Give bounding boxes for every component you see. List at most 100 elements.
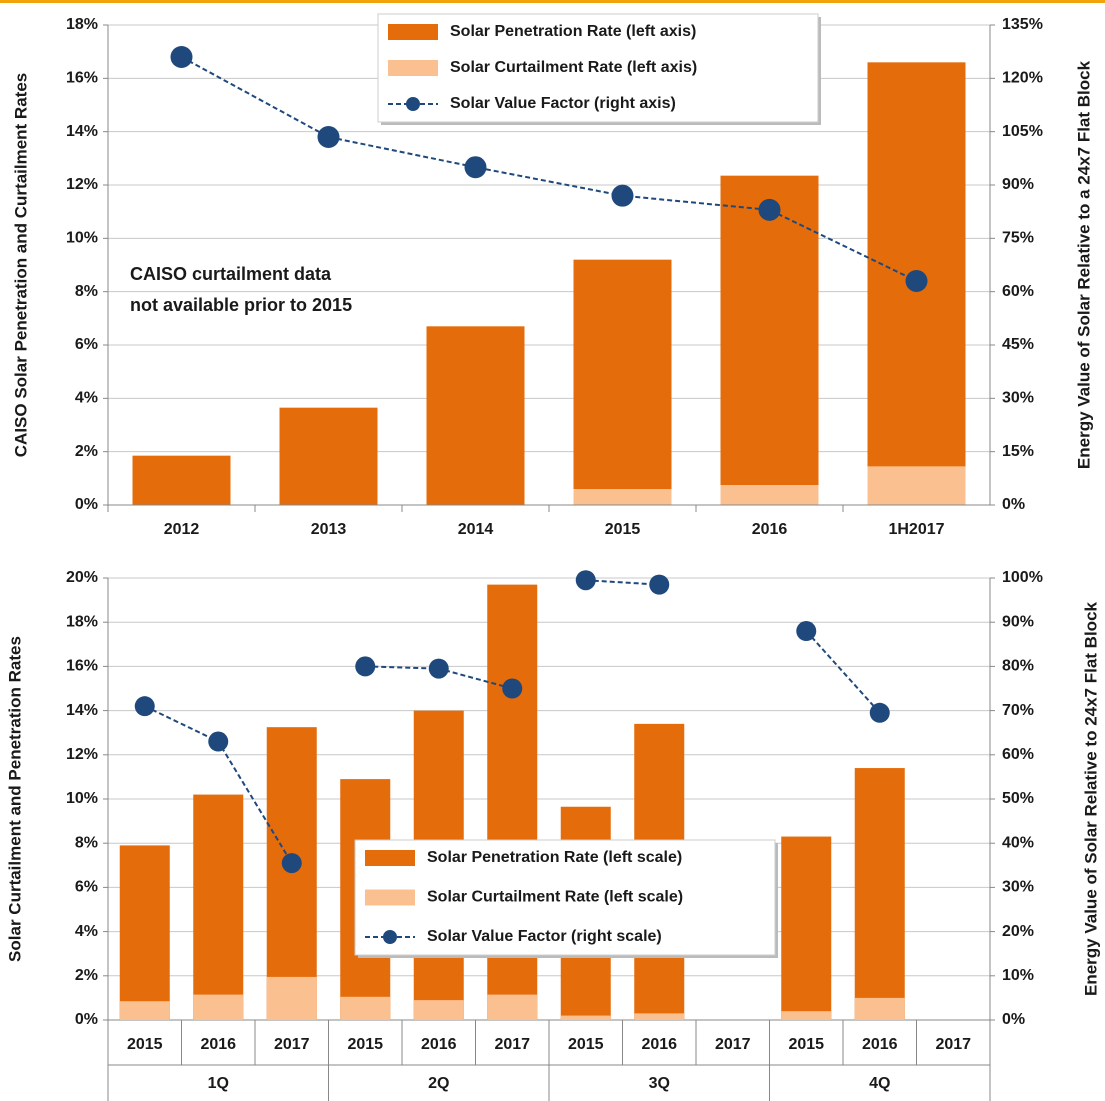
x-tick-label: 2017 <box>715 1036 751 1053</box>
y-tick-label: 4% <box>75 923 98 940</box>
y-tick-label: 10% <box>66 790 98 807</box>
bar <box>634 1013 685 1020</box>
bar <box>266 727 317 1020</box>
y-tick-label: 10% <box>66 230 98 247</box>
value-dot <box>464 156 487 179</box>
value-dot <box>134 696 155 717</box>
bar <box>193 994 244 1020</box>
legend-swatch <box>388 60 438 76</box>
x-tick-label: 2016 <box>752 521 788 538</box>
group-label: 4Q <box>869 1075 890 1092</box>
value-line <box>181 56 917 282</box>
value-line <box>585 579 660 586</box>
group-label: 3Q <box>649 1075 670 1092</box>
bar <box>193 794 244 1020</box>
legend-swatch <box>365 850 415 866</box>
legend-label: Solar Value Factor (right axis) <box>450 95 676 112</box>
bar <box>781 836 832 1020</box>
x-tick-label: 2014 <box>458 521 494 538</box>
y-tick-label: 8% <box>75 834 98 851</box>
annotation: CAISO curtailment data <box>130 264 332 284</box>
y-tick-label: 18% <box>66 613 98 630</box>
value-dot <box>796 621 817 642</box>
top-rule <box>0 0 1105 3</box>
value-dot <box>611 184 634 207</box>
y2-axis-title: Energy Value of Solar Relative to a 24x7… <box>1074 60 1093 469</box>
bar <box>119 845 170 1020</box>
bar <box>867 466 966 505</box>
bar <box>781 1011 832 1020</box>
legend-swatch <box>388 24 438 40</box>
bar <box>560 1015 611 1020</box>
value-dot <box>355 656 376 677</box>
bar <box>119 1001 170 1020</box>
bar <box>340 996 391 1020</box>
x-tick-label: 1H2017 <box>888 521 944 538</box>
x-tick-label: 2017 <box>494 1036 530 1053</box>
y-tick-label: 16% <box>66 658 98 675</box>
legend-label: Solar Curtailment Rate (left axis) <box>450 59 697 76</box>
x-tick-label: 2016 <box>200 1036 236 1053</box>
x-tick-label: 2017 <box>274 1036 310 1053</box>
value-dot <box>649 574 670 595</box>
x-tick-label: 2016 <box>862 1036 898 1053</box>
y2-axis-title: Energy Value of Solar Relative to 24x7 F… <box>1081 601 1100 996</box>
annotation: not available prior to 2015 <box>130 295 352 315</box>
y2-tick-label: 0% <box>1002 496 1025 513</box>
x-tick-label: 2015 <box>605 521 641 538</box>
y-tick-label: 2% <box>75 967 98 984</box>
x-tick-label: 2017 <box>935 1036 971 1053</box>
y2-tick-label: 105% <box>1002 123 1043 140</box>
x-tick-label: 2016 <box>421 1036 457 1053</box>
group-label: 2Q <box>428 1075 449 1092</box>
y-tick-label: 16% <box>66 70 98 87</box>
y2-tick-label: 70% <box>1002 702 1034 719</box>
bar <box>573 489 672 505</box>
bar <box>426 326 525 505</box>
y-tick-label: 20% <box>66 569 98 586</box>
y2-tick-label: 40% <box>1002 834 1034 851</box>
y2-tick-label: 0% <box>1002 1011 1025 1028</box>
legend-label: Solar Curtailment Rate (left scale) <box>427 889 683 906</box>
bar <box>854 768 905 1020</box>
y2-tick-label: 60% <box>1002 283 1034 300</box>
y-tick-label: 0% <box>75 1011 98 1028</box>
y2-tick-label: 20% <box>1002 923 1034 940</box>
y2-tick-label: 30% <box>1002 390 1034 407</box>
y-axis-title: CAISO Solar Penetration and Curtailment … <box>11 73 30 457</box>
value-dot <box>170 46 193 68</box>
y-tick-label: 18% <box>66 16 98 33</box>
value-dot <box>502 678 523 699</box>
y2-tick-label: 75% <box>1002 230 1034 247</box>
value-line <box>805 630 881 714</box>
value-dot <box>317 126 340 148</box>
y-tick-label: 2% <box>75 443 98 460</box>
legend-label: Solar Penetration Rate (left scale) <box>427 849 682 866</box>
value-dot <box>869 702 890 723</box>
y-tick-label: 14% <box>66 123 98 140</box>
x-tick-label: 2015 <box>127 1036 163 1053</box>
y2-tick-label: 60% <box>1002 746 1034 763</box>
x-tick-label: 2012 <box>164 521 200 538</box>
legend-label: Solar Value Factor (right scale) <box>427 928 662 945</box>
y-tick-label: 12% <box>66 746 98 763</box>
value-dot <box>208 731 229 752</box>
x-tick-label: 2015 <box>568 1036 604 1053</box>
y2-tick-label: 80% <box>1002 658 1034 675</box>
value-dot <box>428 658 449 679</box>
y2-tick-label: 100% <box>1002 569 1043 586</box>
value-dot <box>758 198 781 221</box>
y-tick-label: 6% <box>75 879 98 896</box>
value-dot <box>905 270 928 292</box>
y-tick-label: 4% <box>75 390 98 407</box>
legend-dot <box>383 930 397 944</box>
bar <box>132 455 231 505</box>
y-tick-label: 0% <box>75 496 98 513</box>
y-axis-title: Solar Curtailment and Penetration Rates <box>5 636 24 962</box>
y2-tick-label: 45% <box>1002 336 1034 353</box>
y2-tick-label: 50% <box>1002 790 1034 807</box>
bar <box>854 997 905 1020</box>
bar <box>720 485 819 505</box>
y-tick-label: 12% <box>66 176 98 193</box>
